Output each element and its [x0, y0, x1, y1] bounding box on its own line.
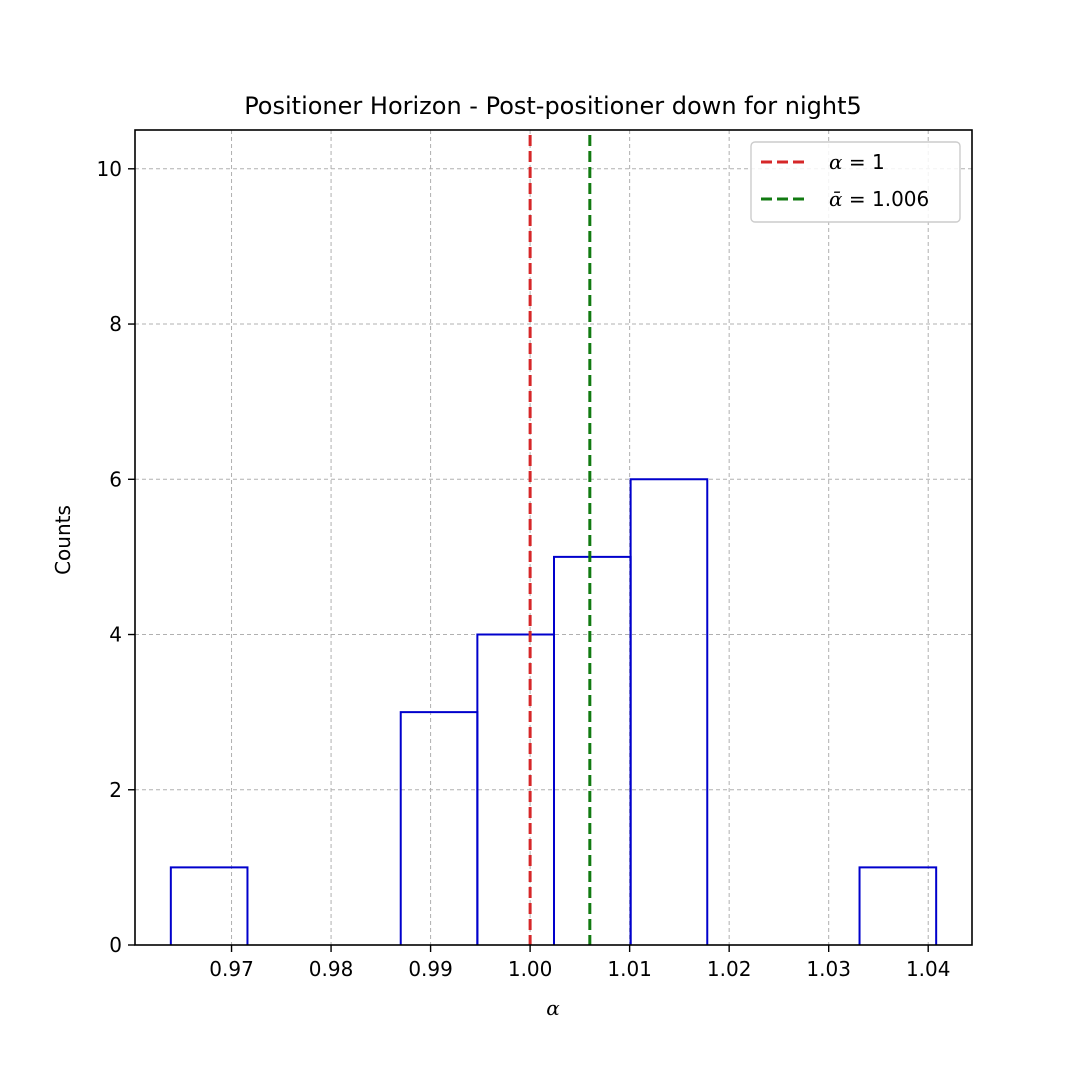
- x-tick-label: 1.01: [607, 957, 652, 981]
- y-axis-label: Counts: [51, 505, 75, 575]
- x-axis-ticks: 0.97 0.98 0.99 1.00 1.01 1.02 1.03 1.04: [209, 945, 950, 981]
- x-tick-label: 1.02: [707, 957, 752, 981]
- y-tick-label: 8: [109, 312, 122, 336]
- histogram-bar-6: [629, 478, 709, 945]
- y-axis-ticks: 0 2 4 6 8 10: [97, 157, 135, 957]
- chart-title: Positioner Horizon - Post-positioner dow…: [244, 92, 862, 120]
- x-axis-label: α: [546, 996, 560, 1020]
- reference-lines: [528, 135, 592, 945]
- legend-label-0: α = 1: [829, 150, 885, 174]
- histogram-bars: [169, 478, 938, 945]
- x-tick-label: 0.99: [408, 957, 453, 981]
- y-tick-label: 0: [109, 933, 122, 957]
- x-tick-label: 0.98: [309, 957, 354, 981]
- legend: α = 1 ᾱ = 1.006: [750, 141, 961, 223]
- x-tick-label: 0.97: [209, 957, 254, 981]
- x-tick-label: 1.00: [508, 957, 553, 981]
- y-tick-label: 2: [109, 778, 122, 802]
- histogram-bar-9: [858, 866, 938, 945]
- plot-frame: [134, 129, 973, 946]
- x-tick-label: 1.03: [806, 957, 851, 981]
- y-tick-label: 4: [109, 623, 122, 647]
- y-tick-label: 6: [109, 467, 122, 491]
- histogram-bar-0: [169, 866, 249, 945]
- x-tick-label: 1.04: [906, 957, 951, 981]
- legend-label-1: ᾱ = 1.006: [829, 187, 929, 211]
- y-tick-label: 10: [97, 157, 122, 181]
